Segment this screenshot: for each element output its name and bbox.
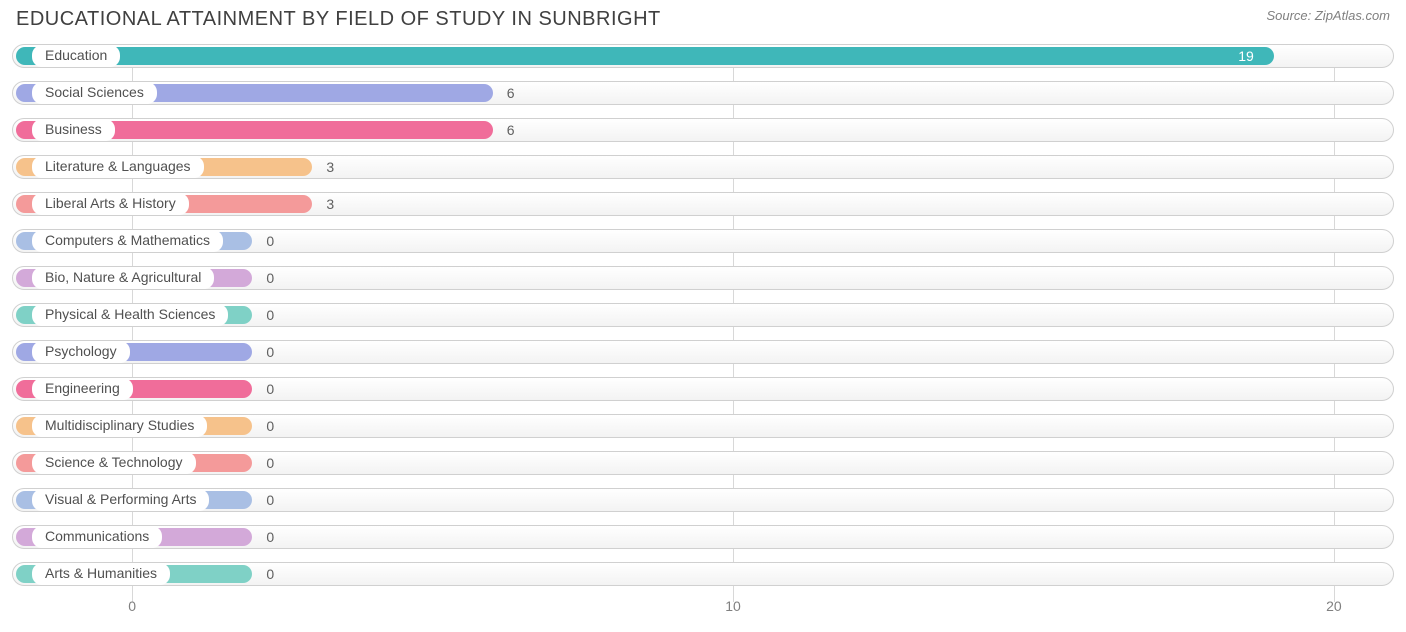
chart-area: Education 19 Social Sciences 6 Business 6 Lite… [0,35,1406,589]
bar-category-label: Social Sciences [32,82,157,104]
bar-row: Physical & Health Sciences 0 [12,300,1394,330]
bar-value-label: 0 [266,492,274,508]
bar-row: Business 6 [12,115,1394,145]
bar-value-label: 0 [266,566,274,582]
bar-category-label: Engineering [32,378,133,400]
bar-category-label: Computers & Mathematics [32,230,223,252]
bar-category-label: Liberal Arts & History [32,193,189,215]
x-axis: 0 10 20 [12,596,1394,626]
x-tick-label: 20 [1326,598,1342,614]
bar-category-label: Communications [32,526,162,548]
bar-category-label: Physical & Health Sciences [32,304,228,326]
bar-value-label: 3 [326,196,334,212]
bar-category-label: Business [32,119,115,141]
bar-row: Arts & Humanities 0 [12,559,1394,589]
bar-value-label: 0 [266,455,274,471]
bar-row: Liberal Arts & History 3 [12,189,1394,219]
bar-value-label: 3 [326,159,334,175]
bar-row: Education 19 [12,41,1394,71]
bar-row: Bio, Nature & Agricultural 0 [12,263,1394,293]
bar-row: Science & Technology 0 [12,448,1394,478]
bar-category-label: Psychology [32,341,130,363]
bar-category-label: Multidisciplinary Studies [32,415,207,437]
bar-value-label: 0 [266,270,274,286]
chart-source: Source: ZipAtlas.com [1266,8,1390,23]
bar-row: Communications 0 [12,522,1394,552]
bar-row: Psychology 0 [12,337,1394,367]
bar-category-label: Science & Technology [32,452,196,474]
bar-row: Engineering 0 [12,374,1394,404]
bar-category-label: Education [32,45,120,67]
bar-value-label: 0 [266,381,274,397]
chart-title: EDUCATIONAL ATTAINMENT BY FIELD OF STUDY… [16,8,661,31]
bar-value-label: 0 [266,529,274,545]
bar-value-label: 6 [507,122,515,138]
bar-row: Literature & Languages 3 [12,152,1394,182]
bar-value-label: 6 [507,85,515,101]
bar-category-label: Bio, Nature & Agricultural [32,267,214,289]
bar-row: Visual & Performing Arts 0 [12,485,1394,515]
bar-category-label: Literature & Languages [32,156,204,178]
bar-category-label: Visual & Performing Arts [32,489,209,511]
bar-value-label: 0 [266,233,274,249]
bar-fill [16,47,1274,65]
chart-header: EDUCATIONAL ATTAINMENT BY FIELD OF STUDY… [0,0,1406,35]
bar-value-label: 19 [1238,48,1254,64]
x-tick-label: 10 [725,598,741,614]
bar-category-label: Arts & Humanities [32,563,170,585]
bar-row: Computers & Mathematics 0 [12,226,1394,256]
x-tick-label: 0 [128,598,136,614]
bar-row: Multidisciplinary Studies 0 [12,411,1394,441]
bar-value-label: 0 [266,307,274,323]
bar-value-label: 0 [266,344,274,360]
bar-value-label: 0 [266,418,274,434]
bar-row: Social Sciences 6 [12,78,1394,108]
